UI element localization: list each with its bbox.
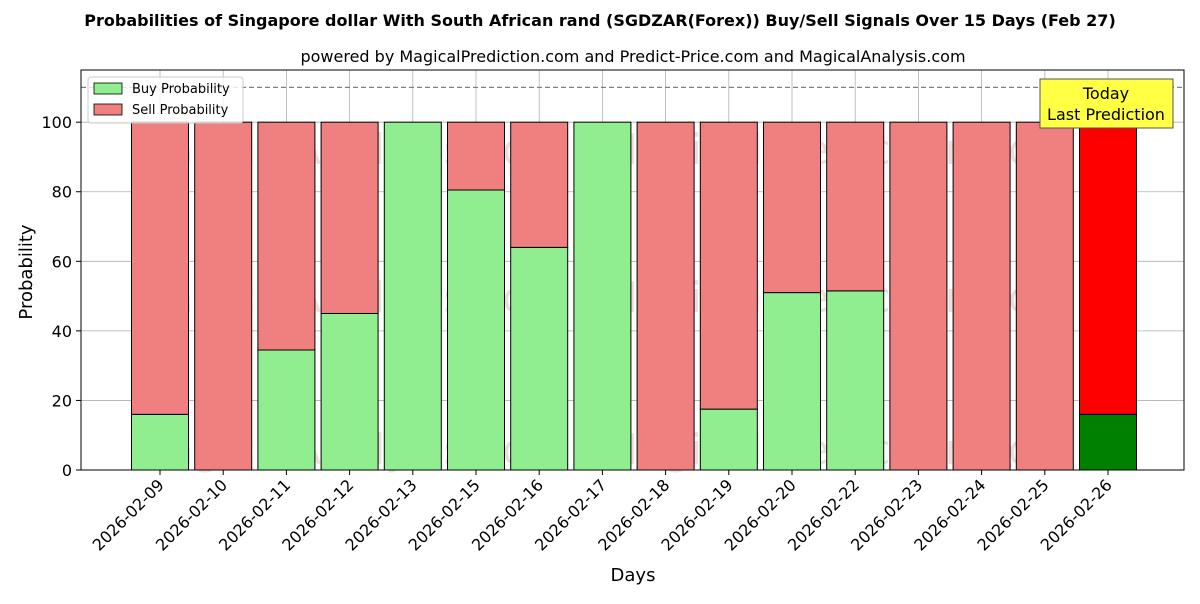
sell-bar bbox=[889, 121, 948, 471]
sell-bar bbox=[952, 121, 1011, 471]
sell-bar bbox=[510, 121, 569, 248]
sell-bar bbox=[320, 121, 379, 314]
y-tick-label: 40 bbox=[52, 322, 72, 341]
y-tick-label: 0 bbox=[62, 461, 72, 480]
buy-bar bbox=[447, 189, 505, 471]
buy-bar bbox=[826, 290, 885, 471]
sell-bar bbox=[1079, 121, 1137, 415]
sell-bar bbox=[699, 121, 758, 410]
x-axis-label: Days bbox=[611, 565, 656, 586]
legend-label-buy: Buy Probability bbox=[132, 82, 230, 97]
buy-bar bbox=[763, 292, 821, 471]
sell-bar bbox=[1015, 121, 1074, 471]
legend: Buy Probability Sell Probability bbox=[87, 76, 244, 124]
buy-bar bbox=[131, 413, 189, 471]
y-tick-label: 60 bbox=[52, 252, 72, 271]
bars-layer bbox=[131, 121, 1137, 471]
x-axis: 2026-02-092026-02-102026-02-112026-02-12… bbox=[89, 470, 1116, 555]
sell-bar bbox=[257, 121, 316, 351]
buy-bar bbox=[383, 121, 442, 471]
buy-bar bbox=[1079, 413, 1137, 471]
plot-area-frame bbox=[80, 69, 1185, 471]
y-tick-label: 20 bbox=[52, 391, 72, 410]
today-annotation-line2: Last Prediction bbox=[1047, 105, 1165, 124]
today-annotation-box bbox=[1039, 78, 1174, 129]
legend-box bbox=[87, 76, 244, 124]
legend-swatch-buy bbox=[93, 82, 123, 95]
buy-bar bbox=[573, 121, 632, 471]
sell-bar bbox=[826, 121, 885, 292]
legend-label-sell: Sell Probability bbox=[132, 103, 229, 118]
buy-bar bbox=[257, 349, 316, 471]
y-tick-label: 80 bbox=[52, 183, 72, 202]
buy-bar bbox=[320, 312, 379, 471]
sell-bar bbox=[447, 121, 505, 191]
sell-bar bbox=[636, 121, 695, 471]
buy-bar bbox=[510, 246, 569, 471]
chart-subtitle: powered by MagicalPrediction.com and Pre… bbox=[300, 47, 965, 66]
sell-bar bbox=[763, 121, 821, 294]
legend-swatch-sell bbox=[93, 103, 123, 116]
today-annotation-line1: Today bbox=[1082, 84, 1129, 103]
today-annotation: Today Last Prediction bbox=[1039, 78, 1174, 129]
chart-title: Probabilities of Singapore dollar With S… bbox=[84, 11, 1116, 30]
y-axis-label: Probability bbox=[16, 224, 37, 319]
sell-bar bbox=[194, 121, 253, 471]
sell-bar bbox=[131, 121, 189, 415]
buy-bar bbox=[699, 408, 758, 471]
y-axis: 0 20 40 60 80 100 bbox=[41, 113, 81, 480]
y-tick-label: 100 bbox=[41, 113, 72, 132]
